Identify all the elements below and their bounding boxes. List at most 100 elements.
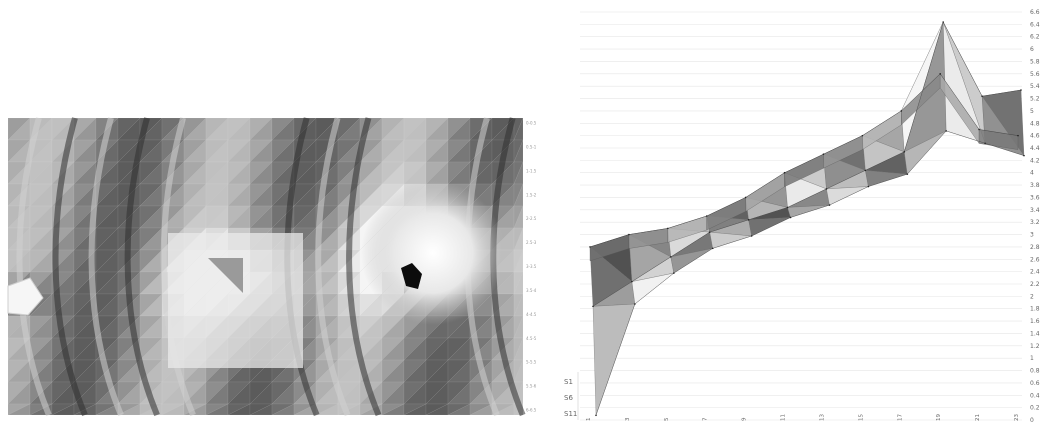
data-point	[978, 128, 980, 131]
data-point	[867, 185, 870, 188]
y-tick-label: 2.8	[1030, 244, 1040, 251]
y-tick-label: 2.4	[1030, 269, 1040, 276]
data-point	[789, 216, 792, 219]
y-tick-label: 2.2	[1030, 281, 1040, 288]
series-label: S1	[564, 378, 573, 386]
data-point	[984, 142, 986, 145]
x-tick-label: 23	[1014, 414, 1020, 421]
y-tick-label: 0.4	[1030, 392, 1040, 399]
map-tick-label: 5-5.5	[526, 360, 537, 365]
contour-line	[88, 117, 124, 417]
map-peak-left	[7, 277, 44, 316]
map-pit	[401, 263, 422, 289]
map-tick-label: 6-6.5	[526, 408, 537, 413]
y-tick-label: 4.8	[1030, 120, 1040, 127]
y-tick-label: 6.6	[1030, 9, 1040, 16]
data-point	[939, 73, 941, 75]
map-tick-label: 5.5-6	[526, 384, 537, 389]
y-tick-label: 3.8	[1030, 182, 1040, 189]
y-tick-label: 0.8	[1030, 368, 1040, 375]
data-point	[1020, 89, 1022, 91]
x-tick-label: 11	[781, 414, 787, 421]
map-tick-label: 1.5-2	[526, 192, 537, 197]
data-point	[864, 169, 867, 172]
y-tick-label: 1.8	[1030, 306, 1040, 313]
data-point	[595, 414, 597, 417]
x-tick-label: 9	[742, 417, 748, 421]
contour-line	[315, 117, 351, 417]
series-label: S11	[564, 410, 577, 418]
surface-chart: 0 0.2 0.4 0.6 0.8 1 1.2 1.4 1.6 1.8 2 2.2 2.4 2.6 2.8 3…	[564, 9, 1040, 424]
data-point	[822, 153, 825, 155]
data-point	[825, 188, 828, 190]
map-dome	[361, 181, 505, 325]
y-tick-label: 0.2	[1030, 405, 1040, 412]
data-point	[708, 231, 711, 233]
y-tick-label: 2.6	[1030, 256, 1040, 263]
data-point	[705, 215, 708, 217]
series-label: S6	[564, 394, 573, 402]
data-point	[828, 204, 831, 206]
contour-line	[52, 117, 88, 417]
x-tick-label: 21	[975, 414, 981, 421]
data-point	[942, 21, 944, 23]
map-tick-label: 3-3.5	[526, 264, 537, 269]
y-tick-label: 3.4	[1030, 207, 1040, 214]
surface-facet	[592, 303, 636, 416]
data-point	[744, 196, 747, 199]
series-line-S1	[589, 73, 1019, 248]
x-tick-label: 13	[819, 414, 825, 421]
y-tick-label: 4.6	[1030, 133, 1040, 140]
surface-facet	[943, 21, 986, 144]
data-point	[900, 110, 903, 112]
y-tick-label: 1	[1030, 355, 1034, 362]
map-tick-label: 1-1.5	[526, 168, 537, 173]
data-point	[945, 130, 947, 132]
y-tick-label: 3.6	[1030, 194, 1040, 201]
map-central-facet	[208, 258, 243, 293]
data-point	[786, 206, 789, 209]
y-tick-label: 5.4	[1030, 83, 1040, 90]
x-tick-label: 15	[858, 414, 864, 421]
y-tick-label: 3	[1030, 232, 1034, 239]
y-tick-label: 5.8	[1030, 58, 1040, 65]
x-tick-label: 19	[936, 414, 942, 421]
contour-line	[346, 117, 382, 417]
y-tick-label: 6.2	[1030, 34, 1040, 41]
data-point	[750, 235, 753, 237]
map-tick-label: 0-0.5	[526, 121, 537, 126]
y-tick-label: 4	[1030, 170, 1034, 177]
contour-line	[16, 117, 52, 417]
data-point	[1023, 154, 1025, 157]
data-point	[1017, 134, 1019, 137]
y-tick-label: 0.6	[1030, 380, 1040, 387]
y-tick-label: 5	[1030, 108, 1034, 115]
x-tick-label: 7	[703, 417, 709, 421]
data-point	[783, 171, 786, 174]
data-point	[906, 173, 909, 175]
data-point	[711, 247, 714, 250]
map-tick-label: 0.5-1	[526, 144, 537, 149]
y-tick-label: 6.4	[1030, 21, 1040, 28]
map-tick-label: 4-4.5	[526, 312, 537, 317]
y-tick-label: 2	[1030, 293, 1034, 300]
y-tick-label: 6	[1030, 46, 1034, 53]
y-tick-label: 1.6	[1030, 318, 1040, 325]
data-point	[673, 272, 675, 274]
series-line-S6	[592, 21, 1022, 307]
contour-line	[160, 117, 196, 417]
x-tick-label: 1	[586, 418, 592, 422]
y-tick-label: 4.4	[1030, 145, 1040, 152]
data-point	[592, 305, 594, 308]
data-point	[631, 280, 633, 283]
map-tick-label: 2.5-3	[526, 240, 537, 245]
x-tick-label: 3	[625, 417, 631, 421]
y-tick-label: 4.2	[1030, 157, 1040, 164]
y-tick-label: 1.2	[1030, 343, 1040, 350]
data-point	[667, 227, 669, 230]
map-tick-label: 2-2.5	[526, 216, 537, 221]
data-point	[589, 246, 591, 248]
data-point	[861, 134, 864, 137]
contour-map: 0-0.5 0.5-1 1-1.5 1.5-2 2-2.5 2.5-3 3-3.5 3.5-4…	[7, 117, 537, 417]
